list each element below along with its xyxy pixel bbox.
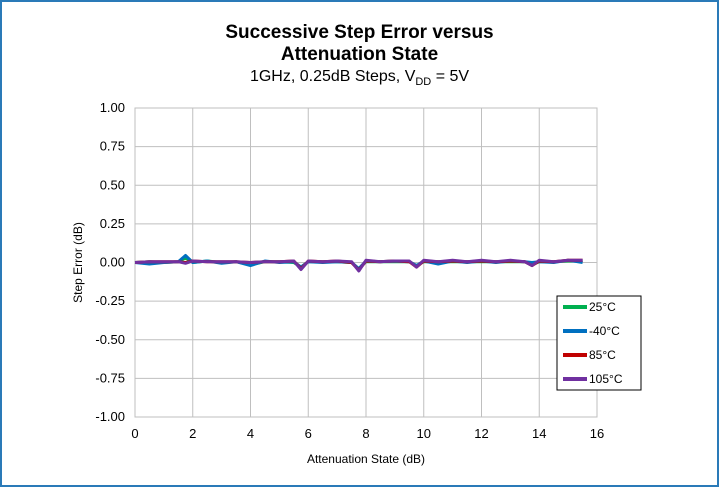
x-tick-label: 14 — [532, 426, 546, 441]
x-axis-label: Attenuation State (dB) — [307, 452, 425, 466]
y-tick-label: 0.50 — [100, 177, 125, 192]
y-tick-label: 0.75 — [100, 139, 125, 154]
x-tick-label: 0 — [131, 426, 138, 441]
subtitle-subscript: DD — [415, 76, 432, 89]
x-tick-label: 8 — [362, 426, 369, 441]
y-tick-label: 0.00 — [100, 255, 125, 270]
chart-title-line2: Attenuation State — [280, 44, 439, 65]
y-tick-label: 0.25 — [100, 216, 125, 231]
x-tick-label: 10 — [417, 426, 431, 441]
subtitle-prefix: 1GHz, 0.25dB Steps, V — [249, 68, 416, 85]
x-tick-label: 16 — [590, 426, 604, 441]
y-tick-label: 1.00 — [100, 100, 125, 115]
x-tick-label: 4 — [247, 426, 254, 441]
tick-labels: 1.00 0.75 0.50 0.25 0.00 -0.25 -0.50 -0.75 -1.00… — [95, 100, 604, 441]
chart-subtitle: 1GHz, 0.25dB Steps, VDD = 5V — [0, 68, 719, 88]
series-line — [134, 258, 583, 273]
legend-label: -40°C — [589, 324, 620, 338]
legend-label: 25°C — [589, 300, 616, 314]
legend: 25°C -40°C 85°C 105°C — [556, 295, 642, 391]
legend-label: 105°C — [589, 372, 623, 386]
x-tick-label: 12 — [474, 426, 488, 441]
y-tick-label: -1.00 — [95, 409, 125, 424]
y-tick-label: -0.25 — [95, 293, 125, 308]
y-tick-label: -0.50 — [95, 332, 125, 347]
y-axis-label: Step Error (dB) — [71, 222, 85, 303]
legend-label: 85°C — [589, 348, 616, 362]
y-tick-label: -0.75 — [95, 370, 125, 385]
chart-title-line1: Successive Step Error versus — [225, 22, 494, 43]
x-tick-label: 2 — [189, 426, 196, 441]
legend-box — [556, 295, 642, 391]
subtitle-suffix: = 5V — [431, 68, 470, 85]
x-tick-label: 6 — [305, 426, 312, 441]
series-lines — [134, 254, 583, 273]
